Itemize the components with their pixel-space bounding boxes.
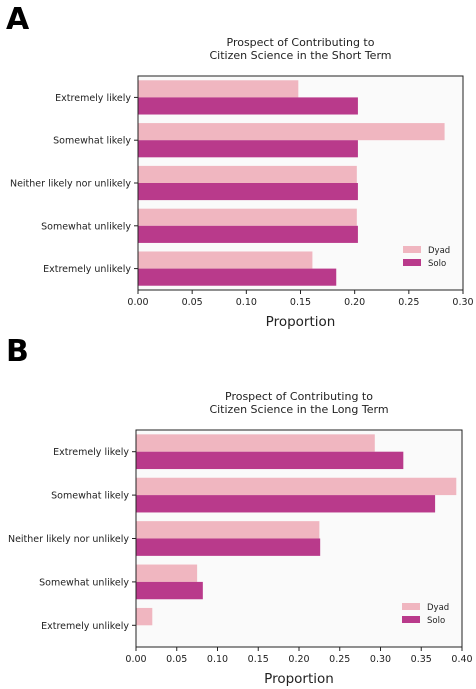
category-label: Extremely likely — [55, 93, 131, 104]
bar-solo — [136, 451, 404, 470]
bar-dyad — [138, 80, 299, 98]
legend-label: Dyad — [427, 603, 449, 613]
x-tick-label: 0.30 — [452, 297, 473, 308]
category-label: Neither likely nor unlikely — [8, 534, 129, 545]
x-tick-label: 0.40 — [451, 654, 472, 665]
legend-swatch — [402, 603, 420, 610]
bar-solo — [138, 97, 358, 115]
legend-swatch — [402, 616, 420, 623]
legend-label: Dyad — [428, 246, 450, 256]
category-label: Extremely unlikely — [43, 264, 131, 275]
category-label: Extremely unlikely — [41, 621, 129, 632]
bar-solo — [138, 225, 358, 243]
category-label: Neither likely nor unlikely — [10, 179, 131, 190]
bar-solo — [138, 268, 337, 286]
x-tick-label: 0.10 — [236, 297, 257, 308]
panel-label: B — [6, 334, 29, 369]
x-axis-label: Proportion — [264, 671, 334, 687]
chart-title-line: Prospect of Contributing to — [225, 390, 373, 403]
bar-solo — [138, 140, 358, 158]
x-tick-label: 0.30 — [370, 654, 391, 665]
bar-dyad — [138, 208, 357, 226]
x-tick-label: 0.15 — [248, 654, 269, 665]
chart-panel-b: B Prospect of Contributing to Citizen Sci… — [0, 334, 476, 689]
category-label: Somewhat unlikely — [41, 221, 131, 232]
legend-swatch — [403, 259, 421, 266]
legend-swatch — [403, 246, 421, 253]
x-tick-label: 0.35 — [411, 654, 432, 665]
category-label: Extremely likely — [53, 447, 129, 458]
bar-dyad — [136, 434, 375, 452]
bar-solo — [136, 495, 436, 513]
category-label: Somewhat unlikely — [39, 577, 129, 588]
bar-dyad — [138, 251, 313, 269]
x-tick-label: 0.20 — [288, 654, 309, 665]
chart-panel-a: A Prospect of Contributing to Citizen Sci… — [0, 0, 476, 340]
chart-title-line: Citizen Science in the Long Term — [209, 403, 388, 416]
x-tick-label: 0.00 — [125, 654, 146, 665]
bar-solo — [138, 183, 358, 201]
bar-dyad — [138, 123, 445, 141]
x-tick-label: 0.20 — [344, 297, 365, 308]
category-label: Somewhat likely — [51, 491, 129, 502]
x-tick-label: 0.25 — [329, 654, 350, 665]
x-tick-label: 0.15 — [290, 297, 311, 308]
x-tick-label: 0.05 — [166, 654, 187, 665]
x-tick-label: 0.25 — [398, 297, 419, 308]
x-tick-label: 0.00 — [127, 297, 148, 308]
legend-label: Solo — [427, 616, 445, 626]
x-tick-label: 0.05 — [182, 297, 203, 308]
panel-label: A — [6, 2, 30, 37]
chart-title-line: Citizen Science in the Short Term — [209, 49, 391, 62]
x-tick-label: 0.10 — [207, 654, 228, 665]
bar-dyad — [136, 564, 198, 582]
bar-dyad — [136, 607, 153, 626]
bar-dyad — [136, 477, 457, 496]
category-label: Somewhat likely — [53, 136, 131, 147]
bar-dyad — [136, 521, 320, 539]
legend-label: Solo — [428, 259, 446, 269]
bar-dyad — [138, 165, 357, 183]
chart-title-line: Prospect of Contributing to — [227, 36, 375, 49]
bar-solo — [136, 538, 321, 556]
bar-solo — [136, 581, 203, 600]
x-axis-label: Proportion — [266, 314, 336, 330]
